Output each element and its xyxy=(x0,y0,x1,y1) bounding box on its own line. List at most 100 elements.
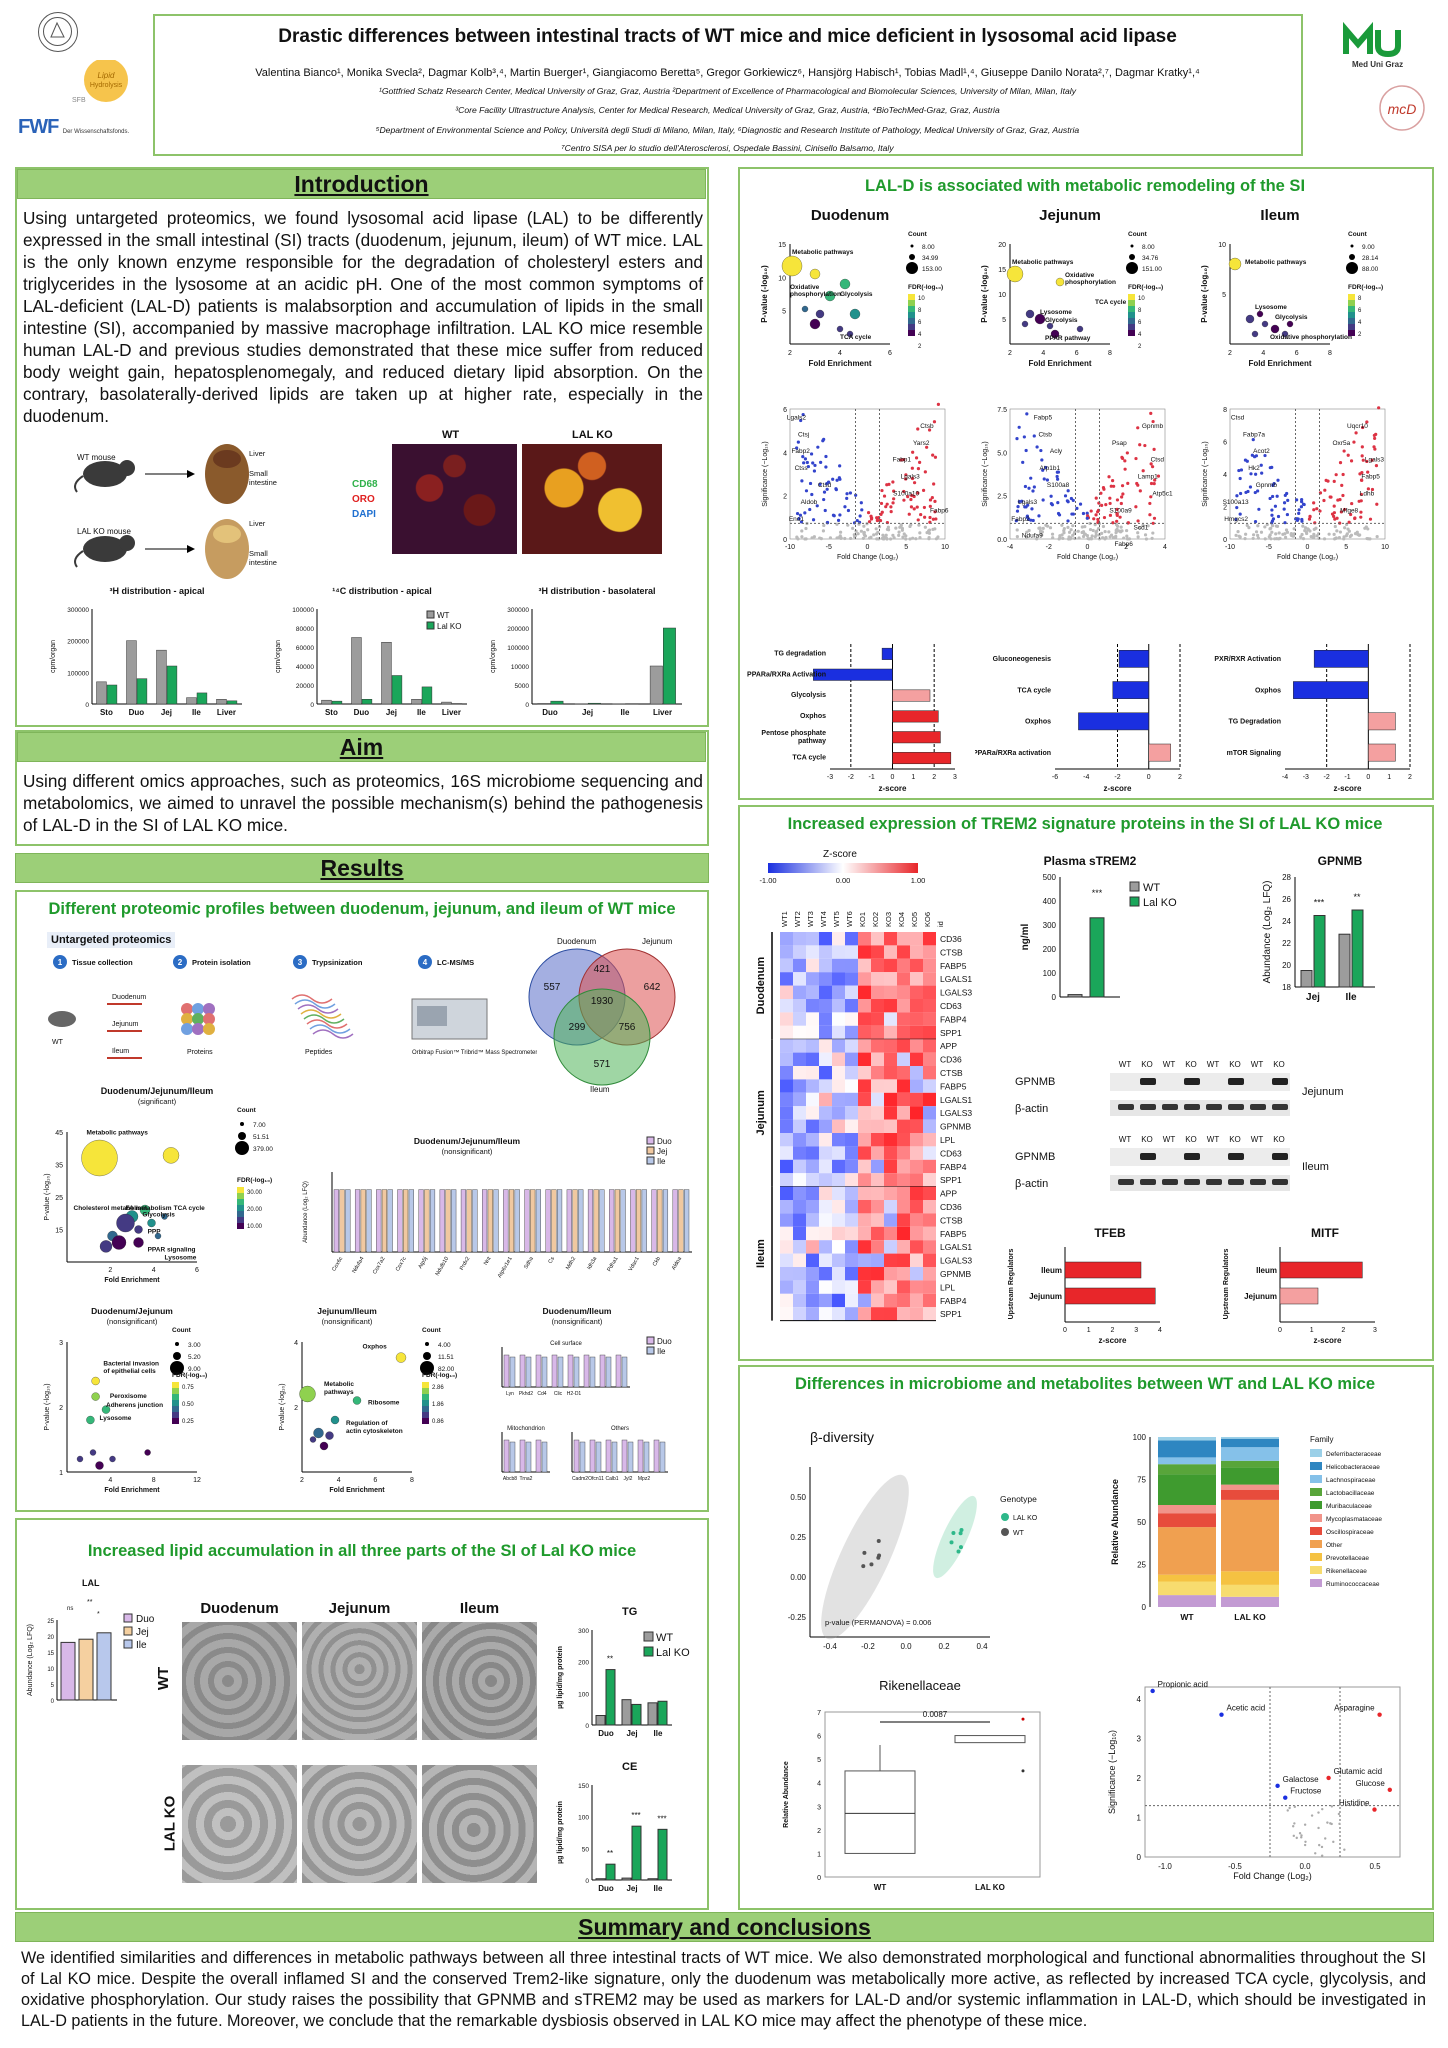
ns-bar xyxy=(387,1189,393,1253)
band-actin xyxy=(1272,1179,1288,1185)
volcano-point xyxy=(1270,513,1274,517)
gene-label: Hmgcs2 xyxy=(1224,516,1248,523)
ns-bar xyxy=(466,1189,472,1253)
bubble-point xyxy=(1050,329,1060,339)
heatmap-cell xyxy=(884,1253,897,1267)
heatmap-cell xyxy=(819,999,832,1013)
ns-bar xyxy=(672,1189,678,1253)
volcano-point xyxy=(1138,489,1142,493)
metabolite-point xyxy=(1326,1821,1329,1824)
em-label-jej: Jejunum xyxy=(328,1600,391,1617)
ns-bar xyxy=(545,1189,551,1253)
volcano-point xyxy=(1119,525,1123,529)
beta-title: β-diversity xyxy=(810,1429,874,1445)
volcano-point xyxy=(1354,431,1358,435)
heatmap-cell xyxy=(884,1240,897,1254)
lane-label: KO xyxy=(1229,1060,1241,1069)
heatmap-cell xyxy=(858,1039,871,1053)
volcano-point xyxy=(1024,535,1029,539)
gene-label: Ctsj xyxy=(798,431,809,438)
y-tick: 1 xyxy=(1137,1813,1142,1822)
volcano-point xyxy=(1235,505,1239,510)
heatmap-cell xyxy=(871,1052,884,1066)
proteomics-panel: Different proteomic profiles between duo… xyxy=(15,890,709,1512)
volcano-point xyxy=(1313,521,1317,525)
wt-point xyxy=(877,1553,882,1558)
count-title: Count xyxy=(172,1327,192,1334)
gene-label: LGALS3 xyxy=(940,988,972,998)
ns-bar xyxy=(530,1189,536,1253)
heatmap-cell xyxy=(806,945,819,959)
fdr-value: 10 xyxy=(1138,296,1145,302)
regulator-label: Jejunum xyxy=(1029,1292,1062,1301)
heatmap-cell xyxy=(780,1146,793,1160)
heatmap-cell xyxy=(806,1226,819,1241)
di-bar xyxy=(541,1356,548,1388)
di-bar xyxy=(615,1354,622,1388)
di-bar xyxy=(557,1356,564,1388)
heatmap-cell xyxy=(793,1092,806,1107)
heatmap-cell xyxy=(923,945,936,959)
fdr-swatch xyxy=(1348,300,1355,306)
bubble-point xyxy=(395,1352,407,1363)
volcano-point xyxy=(902,457,906,462)
tick-label: 40000 xyxy=(296,664,314,671)
heatmap-cell xyxy=(871,958,884,973)
column-label: KO2 xyxy=(871,912,880,927)
x-tick: 2 xyxy=(1008,350,1012,357)
peptides-label: Peptides xyxy=(305,1049,333,1056)
heatmap-cell xyxy=(858,1159,871,1174)
volcano-point xyxy=(860,508,864,512)
gene-label: SPP1 xyxy=(940,1028,962,1038)
intro-text: Using untargeted proteomics, we found ly… xyxy=(23,208,703,426)
x-tick: 12 xyxy=(193,1477,201,1484)
lald-seg-jej: Jejunum xyxy=(1039,207,1101,224)
volcano-point xyxy=(1080,525,1084,529)
bar-ko xyxy=(166,665,178,705)
volcano-point xyxy=(1248,485,1253,489)
heatmap-cell xyxy=(910,1092,923,1107)
heatmap-cell xyxy=(806,1213,819,1227)
gene-label: Trna2 xyxy=(520,1476,533,1482)
regulator-bar xyxy=(1279,1261,1363,1279)
ko-ellipse xyxy=(933,1495,977,1579)
fdr-value: 0.25 xyxy=(182,1419,194,1425)
sig-2: ** xyxy=(87,1599,93,1606)
volcano-point xyxy=(909,497,913,502)
heatmap-cell xyxy=(819,972,832,986)
bar-wt xyxy=(441,701,452,705)
category-label: Liver xyxy=(653,708,672,717)
chart-title: ³H distribution - apical xyxy=(109,586,204,596)
heatmap-cell xyxy=(845,1012,858,1026)
volcano-point xyxy=(1300,500,1304,504)
stack-segment xyxy=(1221,1584,1279,1597)
volcano-point xyxy=(795,511,800,516)
heatmap-cell xyxy=(845,1186,858,1200)
heatmap-cell xyxy=(832,1293,845,1308)
fdr-swatch xyxy=(422,1412,429,1418)
heatmap-cell xyxy=(819,1159,832,1174)
metabolite-label: Propionic acid xyxy=(1158,1680,1208,1689)
gene-label: CD63 xyxy=(940,1001,962,1011)
family-swatch xyxy=(1310,1579,1322,1587)
x-tick: 0.0 xyxy=(900,1642,912,1651)
volcano-point xyxy=(1312,527,1316,531)
y-tick: 5.0 xyxy=(997,450,1007,457)
volcano-point xyxy=(1015,437,1019,441)
heatmap-cell xyxy=(884,1200,897,1214)
bubble-point xyxy=(1055,277,1065,287)
x-tick: 8 xyxy=(410,1477,414,1484)
stack-segment xyxy=(1221,1499,1279,1572)
heatmap-cell xyxy=(884,1307,897,1321)
heatmap-cell xyxy=(832,958,845,973)
heatmap-cell xyxy=(793,1267,806,1281)
y-tick: 15 xyxy=(778,242,786,249)
family-swatch xyxy=(1310,1553,1322,1561)
category-label: Ile xyxy=(654,1884,663,1893)
volcano-point xyxy=(910,476,915,481)
x-tick: 0.4 xyxy=(976,1642,988,1651)
gene-label: Fabp7a xyxy=(1243,431,1265,438)
metabolite-point xyxy=(1377,1712,1382,1717)
volcano-point xyxy=(936,402,940,406)
metabolite-point xyxy=(1310,1814,1314,1817)
